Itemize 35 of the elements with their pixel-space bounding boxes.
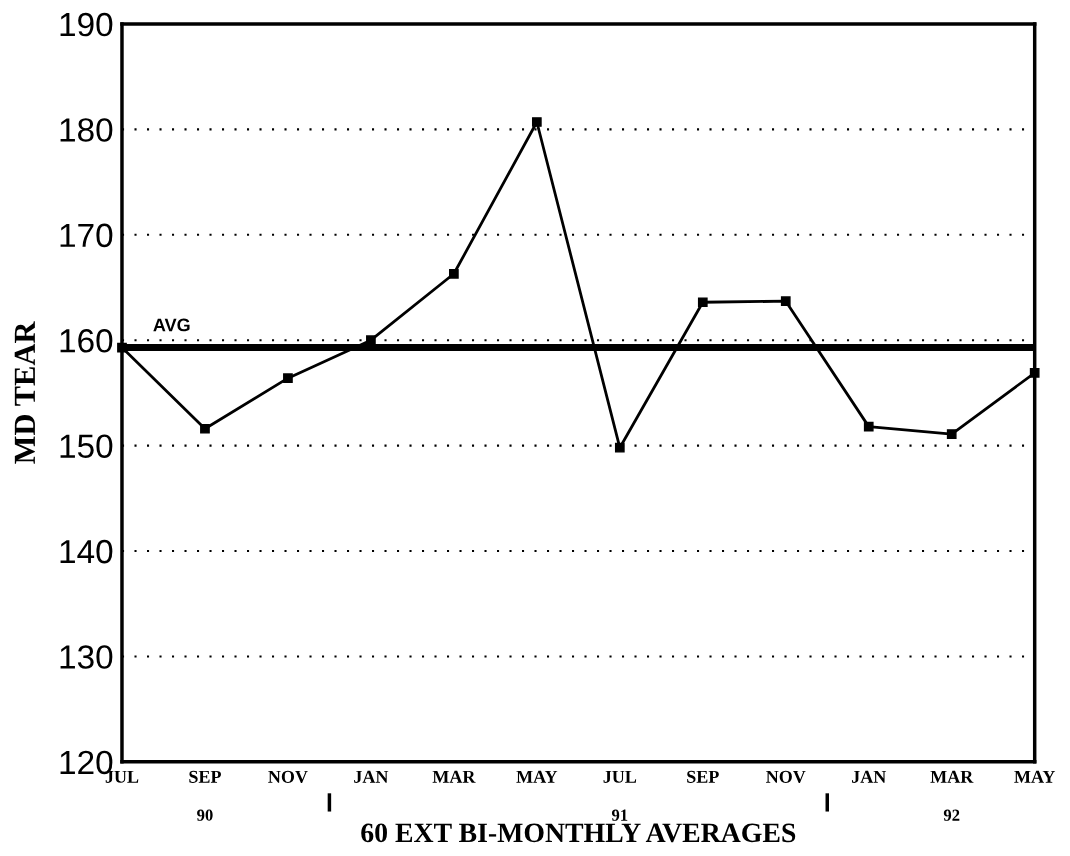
y-tick-label: 190 xyxy=(60,12,113,37)
x-tick-label: JUL xyxy=(603,770,637,783)
y-tick-label: 150 xyxy=(60,434,113,459)
x-tick-label: NOV xyxy=(268,770,308,783)
point xyxy=(1029,368,1040,378)
x-tick-label: JAN xyxy=(851,770,887,783)
x-tick-label: JAN xyxy=(354,770,389,783)
point xyxy=(449,268,459,279)
text: 91 xyxy=(611,809,628,821)
x-tick-label: SEP xyxy=(687,770,719,783)
point xyxy=(780,296,791,307)
y-tick-label: 170 xyxy=(60,223,113,248)
point xyxy=(283,373,293,384)
y-tick-label: 130 xyxy=(60,645,113,669)
point xyxy=(200,423,210,434)
x-tick-label: MAR xyxy=(930,770,974,783)
x-tick-label: NOV xyxy=(766,770,806,783)
x-tick-label: MAY xyxy=(1014,770,1056,783)
y-axis-title: MD TEAR xyxy=(14,321,35,464)
point xyxy=(614,442,625,453)
text: 92 xyxy=(943,809,960,821)
point xyxy=(117,342,127,353)
y-tick-label: 160 xyxy=(60,329,113,353)
ref-line-label: AVG xyxy=(153,318,190,332)
x-tick-label: SEP xyxy=(189,770,221,783)
point xyxy=(946,429,957,439)
x-axis-title: 60 EXT BI-MONTHLY AVERAGES xyxy=(361,823,796,843)
x-tick-label: MAR xyxy=(432,770,476,783)
point xyxy=(531,117,542,127)
y-tick-label: 140 xyxy=(60,539,113,564)
point xyxy=(863,421,874,432)
y-tick-label: 180 xyxy=(60,118,113,142)
x-tick-label: MAY xyxy=(516,770,558,783)
text: 90 xyxy=(197,809,213,821)
point xyxy=(697,297,708,308)
